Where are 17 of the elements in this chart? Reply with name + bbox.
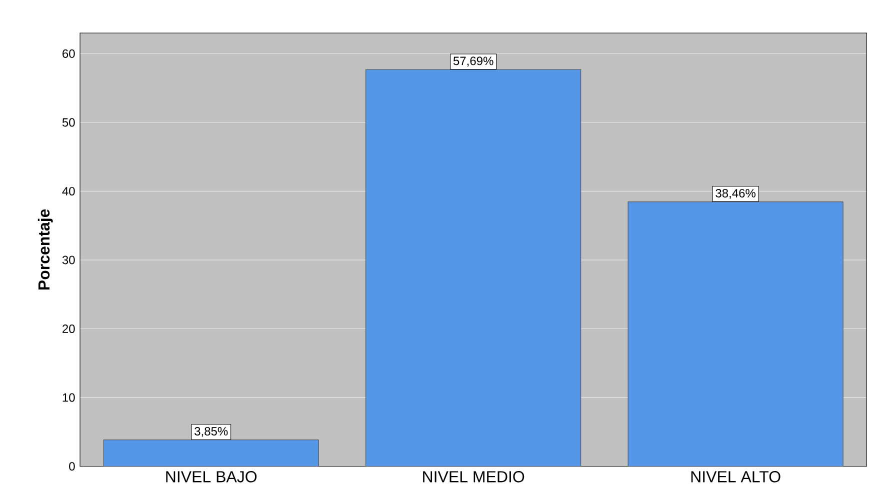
y-tick-label: 60 (62, 49, 75, 58)
bar (628, 202, 844, 466)
bar (103, 440, 319, 466)
y-tick-label: 40 (62, 186, 75, 196)
y-tick-label: 50 (62, 118, 75, 127)
y-tick-label: 20 (62, 324, 75, 334)
data-label: 3,85% (194, 427, 228, 437)
bar (366, 70, 581, 466)
x-tick-label: NIVEL MEDIO (423, 471, 524, 482)
y-axis-title: Porcentaje (38, 209, 53, 290)
y-tick-label: 10 (62, 393, 75, 402)
y-tick-label: 30 (62, 256, 75, 264)
x-tick-label: NIVEL ALTO (691, 471, 780, 482)
y-tick-label: 0 (69, 462, 75, 471)
x-tick-label: NIVEL BAJO (166, 471, 257, 482)
data-label: 38,46% (716, 188, 756, 199)
data-label: 57,69% (453, 56, 494, 67)
